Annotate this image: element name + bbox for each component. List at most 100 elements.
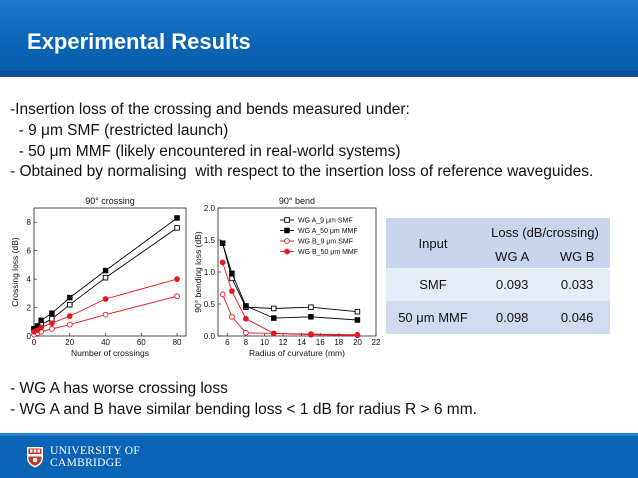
footer-line [0, 433, 638, 436]
conclusion-line-2: - WG A and B have similar bending loss <… [10, 401, 477, 418]
loss-table: Input Loss (dB/crossing) WG A WG B SMF 0… [386, 218, 610, 334]
logo-line-1: UNIVERSITY OF [50, 445, 141, 457]
legend-label: WG B_9 μm SMF [298, 239, 353, 246]
data-point [284, 248, 290, 255]
x-tick-label: 12 [279, 338, 288, 347]
data-point [49, 310, 55, 316]
data-point [229, 288, 235, 295]
y-tick-label: 6 [27, 247, 32, 256]
data-point [270, 330, 277, 337]
data-point [174, 215, 180, 221]
y-tick-label: 4 [27, 275, 32, 284]
data-point [67, 301, 73, 308]
title-bar-stripe [0, 71, 638, 77]
legend-label: WG A_9 μm SMF [298, 218, 353, 225]
data-point [174, 293, 180, 300]
table-cell-wg-b: 0.046 [560, 310, 594, 325]
data-point [38, 317, 44, 324]
x-tick-label: 16 [316, 338, 325, 347]
data-point [284, 217, 290, 223]
x-tick-label: 8 [244, 338, 249, 347]
data-point [102, 296, 109, 302]
y-tick-label: 1.5 [204, 236, 216, 245]
data-point [66, 313, 73, 319]
data-point [67, 294, 73, 301]
x-tick-label: 0 [32, 338, 37, 347]
table-header-loss: Loss (dB/crossing) [491, 224, 599, 240]
data-point [219, 240, 226, 246]
y-tick-label: 0.5 [204, 300, 216, 309]
chart-title: 90° crossing [85, 196, 135, 206]
data-point [229, 313, 235, 320]
legend-label: WG B_50 μm MMF [298, 249, 358, 256]
intro-line-4: - Obtained by normalising with respect t… [10, 163, 594, 180]
crest-icon [27, 447, 43, 468]
university-logo: UNIVERSITY OF CAMBRIDGE [26, 445, 140, 469]
data-point [219, 291, 226, 298]
data-point [174, 276, 180, 282]
table-cell-input: 50 μm MMF [398, 310, 468, 325]
series-wg-b-9-m-smf [219, 291, 361, 338]
data-point [49, 326, 55, 332]
table-header-wg-b: WG B [544, 246, 610, 269]
y-tick-label: 8 [27, 218, 32, 227]
data-point [174, 225, 180, 231]
x-tick-label: 18 [334, 338, 343, 347]
intro-line-2: - 9 μm SMF (restricted launch) [10, 122, 229, 139]
data-point [284, 227, 290, 234]
data-point [243, 303, 249, 309]
bend-chart: 90° bend 6 8 10 12 14 16 18 20 22 0.0 0.5 1.0 1.5 2.0 R… [192, 190, 384, 373]
chart-legend: WG A_9 μm SMF WG A_50 μm MMF WG B_9 μm SMF… [280, 217, 358, 256]
table-row: SMF 0.093 0.033 [386, 268, 610, 301]
table-header-input: Input [386, 218, 480, 268]
y-tick-label: 0.0 [204, 332, 216, 341]
data-point [219, 259, 226, 266]
data-point [271, 315, 277, 321]
x-tick-label: 20 [353, 338, 362, 347]
intro-line-1: -Insertion loss of the crossing and bend… [10, 101, 410, 118]
y-tick-label: 2.0 [204, 204, 216, 213]
data-point [308, 304, 314, 310]
x-axis-label: Number of crossings [71, 348, 149, 358]
data-point [308, 331, 314, 338]
y-axis-label: Crossing loss (dB) [10, 237, 20, 307]
slide-title: Experimental Results [27, 29, 251, 54]
data-point [229, 270, 235, 277]
title-bar: Experimental Results [0, 0, 638, 77]
data-point [243, 329, 249, 336]
chart-title: 90° bend [279, 196, 315, 206]
x-tick-label: 6 [225, 338, 230, 347]
x-tick-label: 80 [173, 338, 182, 347]
plot-frame [33, 207, 187, 337]
table-header-wg-a: WG A [480, 246, 545, 269]
data-point [284, 238, 290, 244]
data-point [354, 332, 361, 339]
x-tick-label: 40 [101, 338, 110, 347]
x-tick-label: 20 [65, 338, 74, 347]
table-cell-input: SMF [419, 277, 447, 292]
series-line [222, 294, 358, 336]
series-wg-b-50-m-mmf [219, 259, 361, 339]
crossing-chart: 90° crossing 0 20 40 60 80 0 2 4 6 8 Number of cros… [8, 190, 193, 373]
data-point [102, 311, 109, 318]
x-tick-label: 60 [137, 338, 146, 347]
data-point [66, 321, 73, 328]
footer-bar [0, 433, 638, 478]
data-point [354, 317, 361, 323]
intro-line-3: - 50 μm MMF (likely encountered in real-… [10, 143, 401, 160]
x-tick-label: 22 [372, 338, 381, 347]
data-point [354, 308, 361, 315]
series-line [222, 262, 358, 336]
table-cell-wg-a: 0.098 [495, 310, 529, 325]
data-point [271, 305, 277, 312]
data-point [34, 327, 41, 334]
legend-label: WG A_50 μm MMF [298, 228, 358, 235]
table-cell-wg-a: 0.093 [495, 277, 529, 293]
data-point [38, 324, 45, 331]
series-wg-a-50-m-mmf [219, 240, 361, 323]
conclusion-line-1: - WG A has worse crossing loss [10, 380, 228, 397]
y-tick-label: 0 [27, 332, 32, 341]
y-tick-label: 1.0 [204, 268, 216, 277]
table-cell-wg-b: 0.033 [560, 277, 594, 293]
